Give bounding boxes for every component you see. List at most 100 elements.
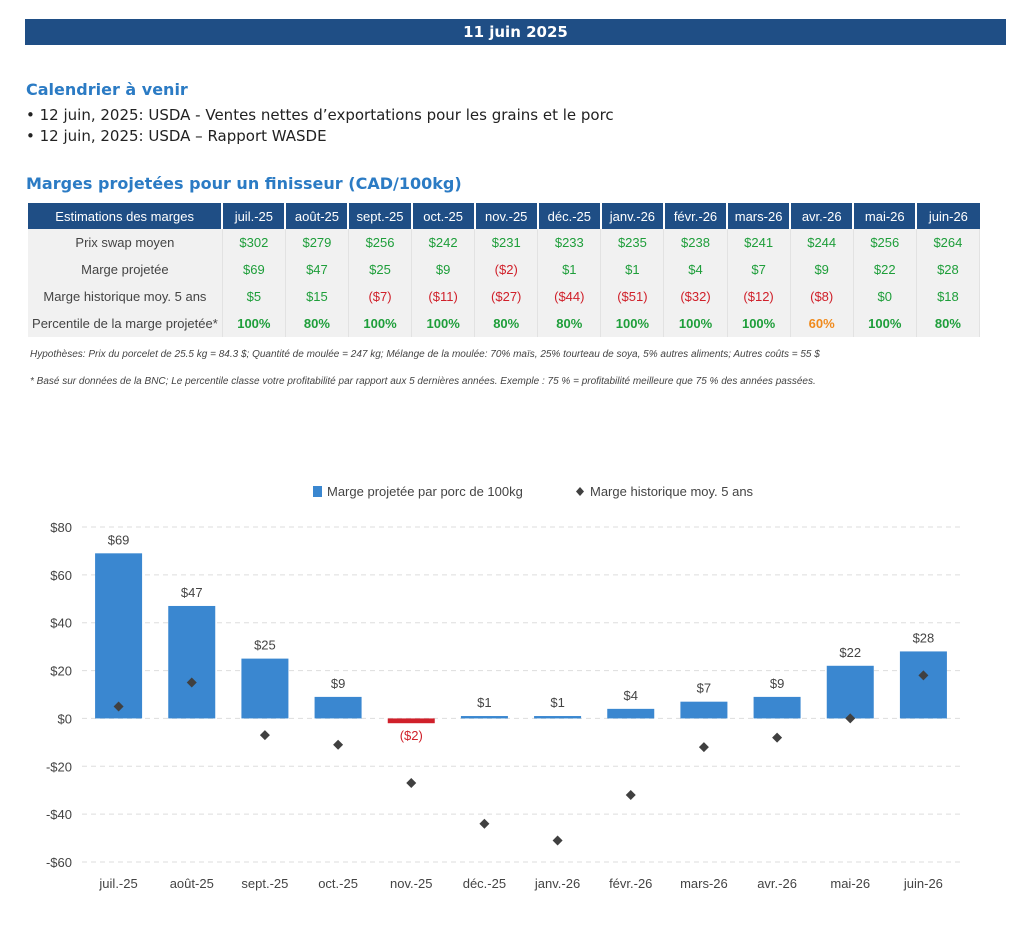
table-cell: ($51): [600, 283, 665, 310]
table-header-month: sept.-25: [348, 203, 413, 229]
historical-margin-point: [918, 670, 929, 681]
table-cell: 60%: [790, 310, 854, 337]
table-cell: 80%: [916, 310, 981, 337]
bar-value-label: $7: [697, 681, 711, 696]
bar-value-label: $47: [181, 585, 203, 600]
y-tick-label: -$20: [46, 759, 72, 774]
historical-margin-point: [698, 742, 709, 753]
bar-value-label: $28: [913, 630, 935, 645]
historical-margin-point: [186, 677, 197, 688]
table-header-month: févr.-26: [663, 203, 729, 229]
y-tick-label: $60: [50, 568, 72, 583]
y-tick-label: $40: [50, 616, 72, 631]
table-cell: $9: [790, 256, 854, 283]
margins-table: Estimations des marges juil.-25 août-25 sep…: [28, 203, 981, 337]
table-cell: $69: [222, 256, 286, 283]
table-header-month: juil.-25: [222, 203, 287, 229]
historical-margin-point: [772, 732, 783, 743]
table-header-month: janv.-26: [600, 203, 665, 229]
bar-value-label: $69: [108, 532, 130, 547]
calendar-item: 12 juin, 2025: USDA – Rapport WASDE: [26, 126, 614, 147]
x-tick-label: sept.-25: [241, 876, 288, 891]
calendar-list: 12 juin, 2025: USDA - Ventes nettes d’ex…: [26, 105, 614, 147]
x-tick-label: mars-26: [680, 876, 728, 891]
table-cell: $18: [916, 283, 981, 310]
x-tick-label: avr.-26: [757, 876, 797, 891]
x-tick-label: janv.-26: [534, 876, 580, 891]
table-cell: $7: [727, 256, 791, 283]
x-tick-label: juil.-25: [98, 876, 137, 891]
table-cell: ($2): [474, 256, 539, 283]
table-cell: $1: [600, 256, 665, 283]
table-cell: 100%: [727, 310, 791, 337]
x-tick-label: oct.-25: [318, 876, 358, 891]
table-row: Marge projetée $69 $47 $25 $9 ($2) $1 $1 $4 $7 $9 $…: [28, 256, 981, 283]
table-cell: $279: [285, 229, 349, 256]
table-cell: $47: [285, 256, 349, 283]
table-header-month: oct.-25: [411, 203, 476, 229]
table-cell: 100%: [853, 310, 917, 337]
table-header-month: nov.-25: [474, 203, 539, 229]
historical-margin-point: [113, 701, 124, 712]
table-cell: $1: [537, 256, 602, 283]
bar-value-label: $1: [550, 695, 564, 710]
table-header-month: avr.-26: [790, 203, 855, 229]
table-cell: $235: [600, 229, 665, 256]
x-tick-label: août-25: [170, 876, 214, 891]
table-cell: ($12): [727, 283, 791, 310]
x-tick-label: févr.-26: [609, 876, 652, 891]
table-header-label: Estimations des marges: [28, 203, 224, 229]
table-row: Prix swap moyen $302 $279 $256 $242 $231 $233 $…: [28, 229, 981, 256]
bar-value-label: $1: [477, 695, 491, 710]
table-cell: $22: [853, 256, 917, 283]
table-cell: $233: [537, 229, 602, 256]
table-cell: $5: [222, 283, 286, 310]
table-cell: 100%: [663, 310, 728, 337]
table-cell: 100%: [600, 310, 665, 337]
table-cell: ($7): [348, 283, 413, 310]
legend-diamond-label: Marge historique moy. 5 ans: [590, 484, 754, 499]
bar: [680, 701, 728, 719]
row-label: Prix swap moyen: [28, 229, 223, 256]
table-cell: $256: [348, 229, 413, 256]
table-cell: 80%: [537, 310, 602, 337]
legend-bar-swatch: [313, 486, 322, 497]
table-cell: 80%: [285, 310, 349, 337]
calendar-title: Calendrier à venir: [26, 80, 188, 99]
table-header-month: mars-26: [727, 203, 792, 229]
table-cell: ($32): [663, 283, 728, 310]
table-cell: $242: [411, 229, 476, 256]
bar: [95, 553, 143, 719]
bar: [314, 696, 362, 719]
y-tick-label: -$40: [46, 807, 72, 822]
table-cell: $256: [853, 229, 917, 256]
bar-value-label: $4: [624, 688, 638, 703]
table-cell: $9: [411, 256, 476, 283]
bar-value-label: $9: [331, 676, 345, 691]
table-cell: ($8): [790, 283, 854, 310]
table-cell: $25: [348, 256, 413, 283]
historical-margin-point: [552, 835, 563, 846]
bar-value-label: $9: [770, 676, 784, 691]
table-cell: $231: [474, 229, 539, 256]
table-cell: $244: [790, 229, 854, 256]
bar: [607, 708, 655, 719]
x-tick-label: mai-26: [830, 876, 870, 891]
table-cell: 100%: [222, 310, 286, 337]
table-header-row: Estimations des marges juil.-25 août-25 sep…: [28, 203, 980, 229]
margins-title: Marges projetées pour un finisseur (CAD/…: [26, 174, 462, 193]
y-tick-label: $80: [50, 520, 72, 535]
table-cell: 100%: [411, 310, 476, 337]
table-cell: ($27): [474, 283, 539, 310]
row-label: Percentile de la marge projetée*: [28, 310, 223, 337]
table-header-month: déc.-25: [537, 203, 602, 229]
table-cell: $302: [222, 229, 286, 256]
row-label: Marge projetée: [28, 256, 223, 283]
table-cell: 80%: [474, 310, 539, 337]
margin-chart: $80 $60 $40 $20 $0 -$20 -$40 -$60 Marge projetée…: [46, 484, 960, 891]
table-cell: $15: [285, 283, 349, 310]
x-tick-label: déc.-25: [463, 876, 506, 891]
table-body: Prix swap moyen $302 $279 $256 $242 $231 $233 $…: [28, 229, 981, 337]
table-cell: $264: [916, 229, 981, 256]
table-cell: $0: [853, 283, 917, 310]
